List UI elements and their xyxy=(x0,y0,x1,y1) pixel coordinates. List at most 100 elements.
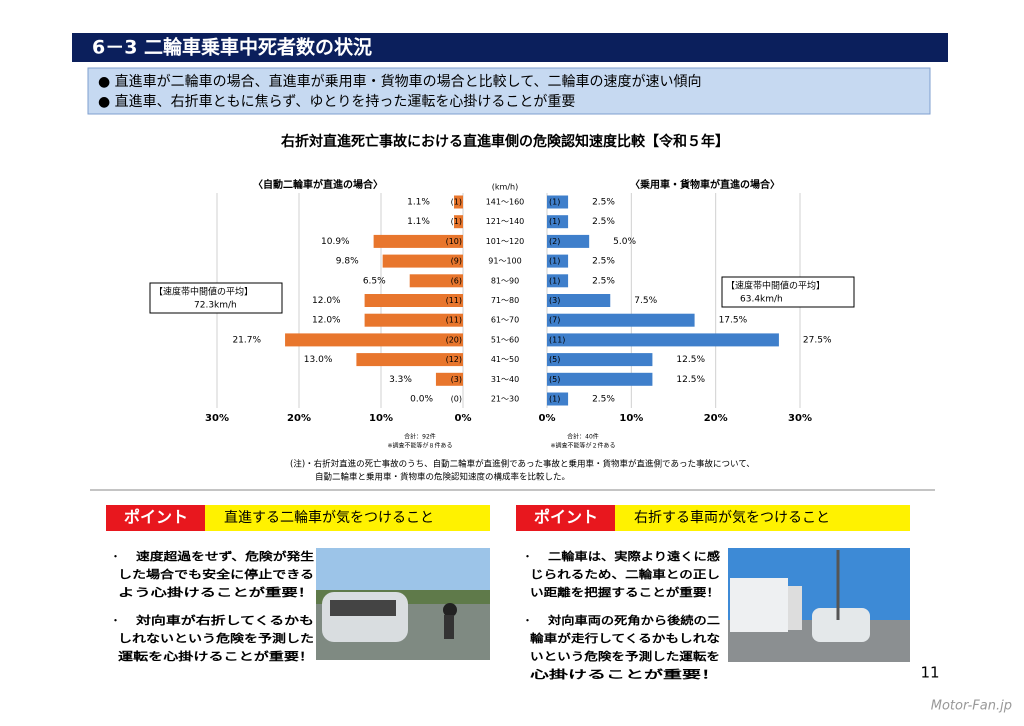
bar xyxy=(356,353,463,367)
count-label: (0) xyxy=(451,395,462,404)
bullet-dot: ・ xyxy=(110,550,121,563)
bar xyxy=(453,195,463,209)
point-label: ポイント xyxy=(124,508,188,527)
value-label: 2.5% xyxy=(592,276,615,286)
point-heading: 右折する車両が気をつけること xyxy=(634,509,830,526)
average-value: 72.3km/h xyxy=(194,301,237,311)
x-tick-label: 20% xyxy=(704,413,728,424)
value-label: 21.7% xyxy=(232,335,261,345)
bar xyxy=(547,333,779,347)
count-label: (1) xyxy=(549,395,560,404)
summary-box xyxy=(87,67,931,115)
category-label: 61～70 xyxy=(491,316,519,325)
count-label: (1) xyxy=(549,217,560,226)
header-bar xyxy=(72,33,948,62)
value-label: 12.5% xyxy=(676,355,705,365)
bar xyxy=(547,392,569,406)
value-label: 1.1% xyxy=(407,217,430,227)
bar xyxy=(547,274,569,288)
total-note: ※調査不能等が８件ある xyxy=(387,442,452,450)
category-label: 41～50 xyxy=(491,355,519,364)
value-label: 13.0% xyxy=(304,355,333,365)
count-label: (11) xyxy=(446,296,462,305)
value-label: 2.5% xyxy=(592,257,615,267)
bullet-dot: ・ xyxy=(522,550,533,563)
average-title: 【速度帯中間値の平均】 xyxy=(726,280,825,292)
bullet-dot: ・ xyxy=(110,614,121,627)
point-heading: 直進する二輪車が気をつけること xyxy=(224,509,434,526)
value-label: 0.0% xyxy=(410,395,433,405)
bar xyxy=(453,215,463,229)
point-text: 対向車両の死角から後続の二 xyxy=(547,613,720,627)
category-label: 71～80 xyxy=(491,296,519,305)
point-badge xyxy=(516,505,615,531)
category-label: 21～30 xyxy=(491,395,519,404)
bar xyxy=(547,215,569,229)
count-label: (1) xyxy=(549,198,560,207)
point-text: 輪車が走行してくるかもしれな xyxy=(530,631,720,645)
point-badge xyxy=(106,505,205,531)
bar xyxy=(547,234,590,248)
point-text: 対向車が右折してくるかも xyxy=(135,613,314,627)
bar xyxy=(285,333,463,347)
bullet: ● 直進車が二輪車の場合、直進車が乗用車・貨物車の場合と比較して、二輪車の速度が… xyxy=(98,73,702,90)
value-label: 12.5% xyxy=(676,375,705,385)
category-label: 101～120 xyxy=(486,237,525,246)
point-text: 二輪車は、実際より遠くに感 xyxy=(548,549,720,563)
total: 合計：92件 xyxy=(404,433,436,441)
bar xyxy=(547,294,611,307)
category-label: 91～100 xyxy=(488,257,521,266)
point-text: 運転を心掛けることが重要！ xyxy=(118,649,314,663)
point-text: しれないという危険を予測した xyxy=(118,631,314,645)
watermark: Motor-Fan.jp xyxy=(931,699,1012,714)
value-label: 12.0% xyxy=(312,316,341,326)
count-label: (3) xyxy=(451,375,462,384)
value-label: 2.5% xyxy=(592,217,615,227)
bullet: ● 直進車、右折車ともに焦らず、ゆとりを持った運転を心掛けることが重要 xyxy=(98,93,575,110)
category-label: 51～60 xyxy=(491,335,519,344)
bar xyxy=(547,254,569,268)
bar xyxy=(435,372,463,386)
value-label: 10.9% xyxy=(321,237,350,247)
bar xyxy=(373,234,463,248)
header-title: 6－3 二輪車乗車中死者数の状況 xyxy=(92,36,372,59)
count-label: (1) xyxy=(451,198,462,207)
count-label: (3) xyxy=(549,296,560,305)
count-label: (7) xyxy=(549,316,560,325)
value-label: 12.0% xyxy=(312,296,341,306)
value-label: 2.5% xyxy=(592,198,615,208)
total-note: ※調査不能等が２件ある xyxy=(550,442,615,450)
value-label: 3.3% xyxy=(389,375,412,385)
count-label: (1) xyxy=(451,217,462,226)
note: (注)・右折対直進の死亡事故のうち、自動二輪車が直進側であった事故と乗用車・貨物… xyxy=(290,459,755,470)
value-label: 9.8% xyxy=(336,257,359,267)
x-tick-label: 10% xyxy=(619,413,643,424)
bar xyxy=(547,372,653,386)
average-box xyxy=(149,282,283,314)
count-label: (11) xyxy=(549,335,565,344)
value-label: 2.5% xyxy=(592,395,615,405)
bar xyxy=(364,313,463,327)
point-heading-box xyxy=(205,505,490,531)
point-text: じられるため、二輪車との正し xyxy=(530,567,720,581)
page-number: 11 xyxy=(920,664,939,682)
count-label: (6) xyxy=(451,276,462,285)
count-label: (9) xyxy=(451,257,462,266)
chart-title: 右折対直進死亡事故における直進車側の危険認知速度比較【令和５年】 xyxy=(280,133,729,150)
bar xyxy=(547,313,695,327)
count-label: (11) xyxy=(446,316,462,325)
point-text: した場合でも安全に停止できる xyxy=(118,567,314,581)
value-label: 1.1% xyxy=(407,198,430,208)
x-tick-label: 0% xyxy=(539,413,556,424)
count-label: (5) xyxy=(549,355,560,364)
bar xyxy=(382,254,463,268)
bar xyxy=(409,274,463,288)
x-tick-label: 30% xyxy=(788,413,812,424)
count-label: (2) xyxy=(549,237,560,246)
point-text: い距離を把握することが重要！ xyxy=(530,585,720,599)
category-label: 141～160 xyxy=(486,198,525,207)
bullet-dot: ・ xyxy=(522,614,533,627)
photo xyxy=(728,548,910,662)
